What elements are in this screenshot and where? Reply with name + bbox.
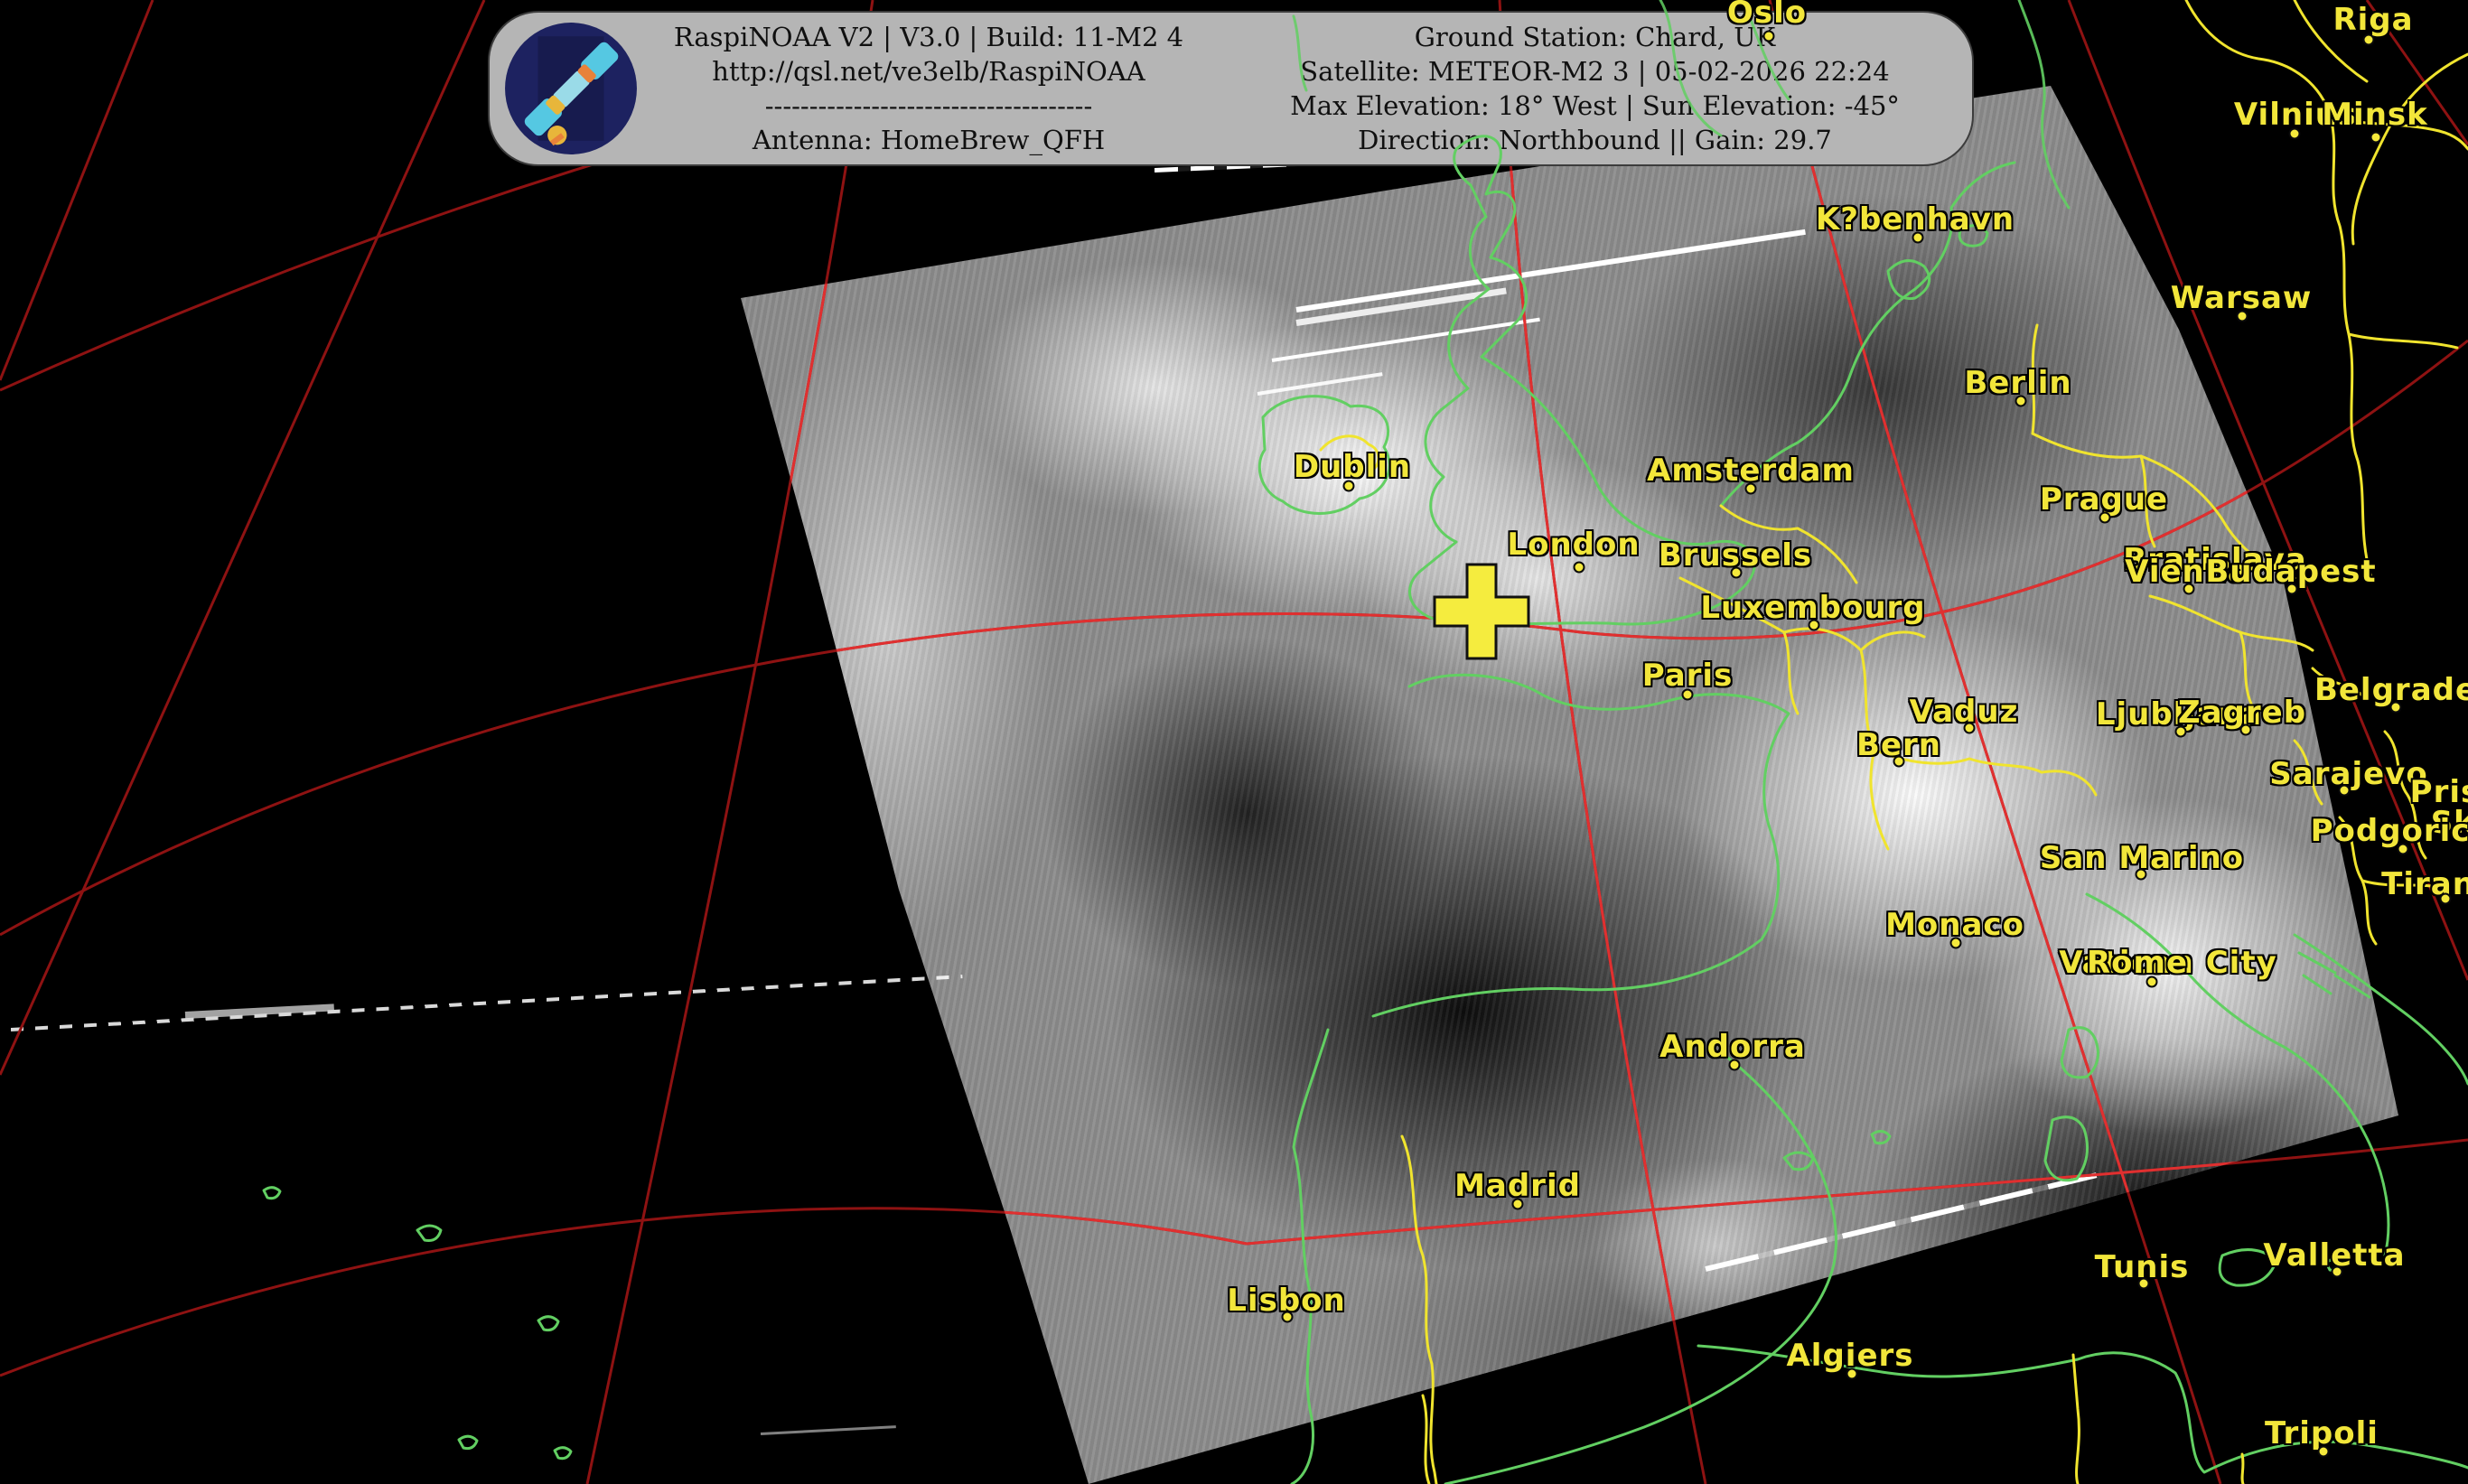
city-marker-dot bbox=[2135, 868, 2147, 881]
banner-left-column: RaspiNOAA V2 | V3.0 | Build: 11-M2 4 htt… bbox=[640, 20, 1218, 157]
city-label-monaco: Monaco bbox=[1885, 907, 2024, 943]
city-label-berlin: Berlin bbox=[1964, 365, 2072, 401]
city-marker-dot bbox=[1511, 1198, 1524, 1210]
city-label-vaduz: Vaduz bbox=[1909, 694, 2019, 730]
banner-url: http://qsl.net/ve3elb/RaspiNOAA bbox=[712, 56, 1145, 87]
city-label-tripoli: Tripoli bbox=[2265, 1415, 2379, 1451]
info-banner: RaspiNOAA V2 | V3.0 | Build: 11-M2 4 htt… bbox=[488, 11, 1974, 166]
city-marker-dot bbox=[1728, 1059, 1741, 1071]
city-label-podgorica: Podgorica bbox=[2310, 813, 2468, 849]
ground-station-marker bbox=[1433, 563, 1530, 660]
city-marker-dot bbox=[2331, 1265, 2343, 1278]
city-label-pristina: Pristina bbox=[2409, 774, 2468, 810]
city-marker-dot bbox=[1846, 1367, 1858, 1380]
city-label-minsk: Minsk bbox=[2322, 97, 2428, 133]
banner-separator: ------------------------------------- bbox=[764, 90, 1093, 121]
banner-antenna: Antenna: HomeBrew_QFH bbox=[752, 125, 1106, 155]
city-marker-dot bbox=[1730, 566, 1743, 579]
city-label-amsterdam: Amsterdam bbox=[1647, 453, 1855, 489]
city-marker-dot bbox=[1949, 937, 1962, 949]
city-marker-dot bbox=[2286, 583, 2298, 595]
banner-right-column: Ground Station: Chard, UK Satellite: MET… bbox=[1218, 20, 1972, 157]
banner-direction-gain: Direction: Northbound || Gain: 29.7 bbox=[1358, 125, 1832, 155]
city-marker-dot bbox=[2145, 975, 2158, 988]
city-marker-dot bbox=[2099, 511, 2111, 524]
city-label-andorra: Andorra bbox=[1659, 1029, 1806, 1065]
city-marker-dot bbox=[2174, 725, 2187, 738]
city-marker-dot bbox=[1573, 561, 1585, 574]
city-marker-dot bbox=[2288, 127, 2301, 140]
city-label-riga: Riga bbox=[2332, 2, 2414, 38]
city-label-warsaw: Warsaw bbox=[2170, 280, 2313, 316]
city-marker-dot bbox=[2236, 310, 2248, 322]
banner-ground-station: Ground Station: Chard, UK bbox=[1414, 22, 1776, 52]
city-marker-dot bbox=[2397, 843, 2409, 855]
city-marker-dot bbox=[1342, 480, 1355, 492]
city-marker-dot bbox=[1893, 755, 1905, 768]
city-marker-dot bbox=[1912, 231, 1924, 244]
banner-app-version: RaspiNOAA V2 | V3.0 | Build: 11-M2 4 bbox=[673, 22, 1184, 52]
city-marker-dot bbox=[2317, 1445, 2330, 1458]
city-label-prague: Prague bbox=[2039, 481, 2169, 518]
city-label-bratislava: Bratislava bbox=[2123, 542, 2307, 578]
city-label-oslo: Oslo bbox=[1726, 0, 1808, 31]
city-label-k-benhavn: K?benhavn bbox=[1815, 201, 2015, 238]
city-marker-dot bbox=[2338, 784, 2351, 797]
raspinoaa-logo-icon bbox=[505, 23, 637, 154]
city-marker-dot bbox=[1808, 619, 1820, 631]
city-label-algiers: Algiers bbox=[1786, 1338, 1914, 1374]
city-label-skopje: Skopje bbox=[2430, 805, 2468, 841]
city-label-paris: Paris bbox=[1641, 658, 1734, 694]
country-border-layer bbox=[1319, 0, 2468, 1484]
city-label-vilnius: Vilnius bbox=[2233, 97, 2358, 133]
city-marker-dot bbox=[2183, 583, 2195, 595]
banner-satellite-pass: Satellite: METEOR-M2 3 | 05-02-2026 22:2… bbox=[1300, 56, 1890, 87]
city-label-tirana: Tirana bbox=[2381, 866, 2468, 902]
city-label-vatican-city: Vatican City bbox=[2059, 945, 2277, 981]
city-marker-dot bbox=[2389, 701, 2402, 714]
city-marker-dot bbox=[2015, 395, 2027, 407]
city-label-madrid: Madrid bbox=[1454, 1168, 1581, 1204]
coastline-layer bbox=[262, 0, 2468, 1484]
city-marker-dot bbox=[1762, 30, 1775, 42]
city-marker-dot bbox=[2362, 33, 2375, 46]
city-marker-dot bbox=[2439, 892, 2452, 905]
city-marker-dot bbox=[1963, 722, 1976, 734]
city-label-london: London bbox=[1507, 527, 1641, 563]
city-marker-dot bbox=[1281, 1311, 1294, 1323]
city-marker-dot bbox=[2239, 723, 2252, 736]
city-label-rome: Rome bbox=[2086, 945, 2189, 981]
banner-elevation: Max Elevation: 18° West | Sun Elevation:… bbox=[1290, 90, 1900, 121]
city-marker-dot bbox=[2370, 131, 2382, 144]
city-marker-dot bbox=[1681, 688, 1694, 701]
city-marker-dot bbox=[1744, 482, 1757, 495]
city-marker-dot bbox=[2137, 1277, 2150, 1290]
city-label-dublin: Dublin bbox=[1293, 449, 1412, 485]
